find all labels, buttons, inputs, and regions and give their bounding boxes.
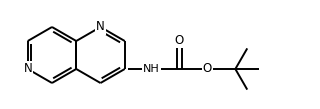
Text: N: N: [96, 20, 105, 33]
Text: O: O: [175, 34, 184, 47]
Text: N: N: [23, 62, 32, 76]
Text: O: O: [203, 62, 212, 76]
Text: NH: NH: [143, 64, 160, 74]
